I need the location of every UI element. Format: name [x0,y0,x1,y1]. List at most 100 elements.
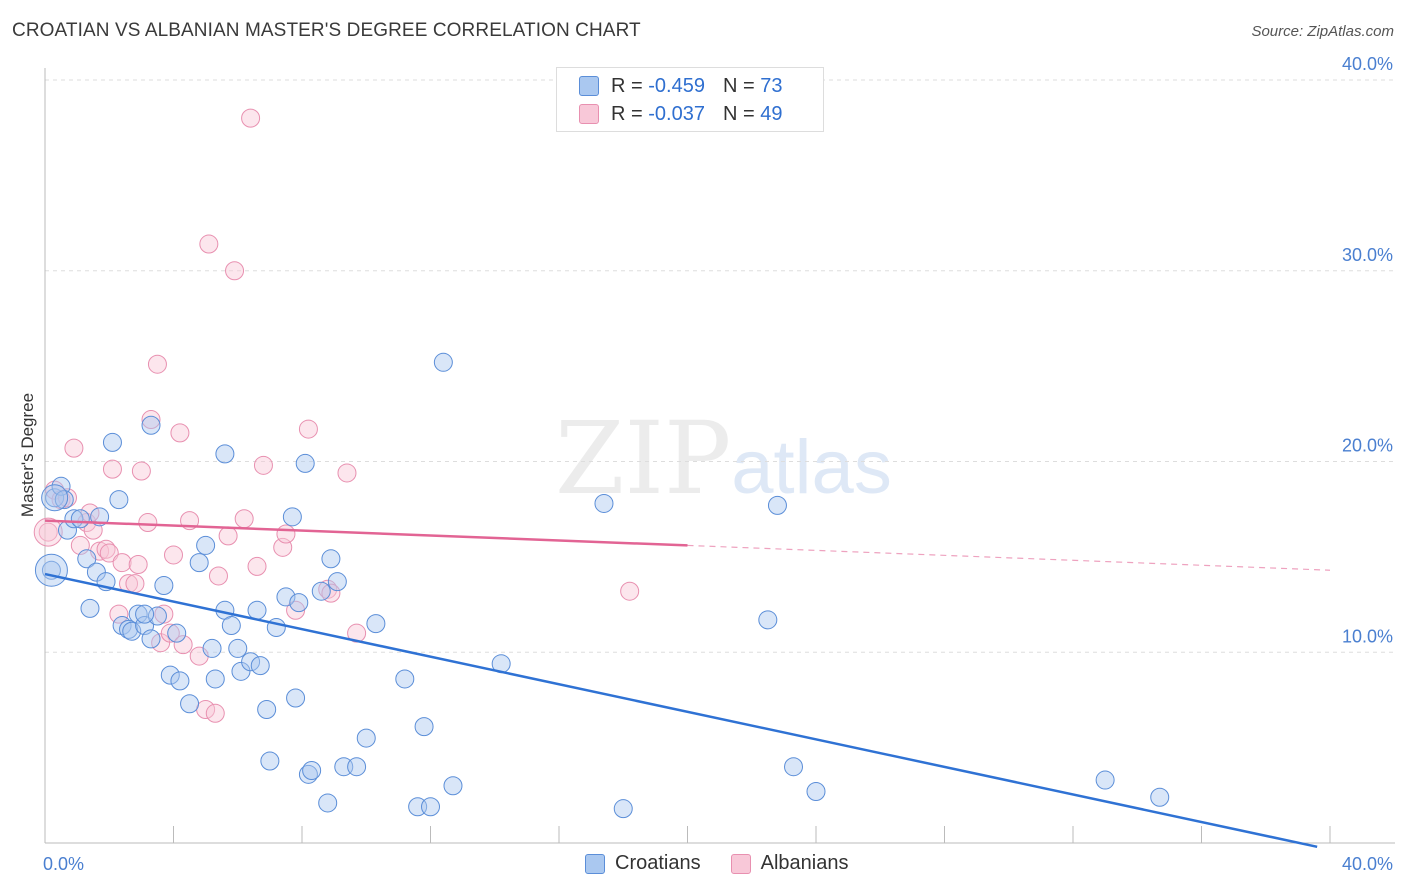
albanians-point [64,438,84,458]
albanians-point [164,545,183,565]
croatians-point [594,493,614,513]
croatians-point [433,352,453,372]
croatians-point [231,661,251,681]
albanians-point [208,566,228,586]
watermark-zip: ZIP [555,400,732,517]
source-label: Source: ZipAtlas.com [1251,23,1394,40]
albanians-point [128,555,148,575]
legend-swatch-croatians [585,853,605,874]
croatians-point [276,587,296,607]
croatians-point [247,600,267,620]
trend-lines [44,519,1331,849]
croatians-point [128,604,148,624]
albanians-point [337,463,357,483]
albanians-point [131,461,151,481]
croatians-point [189,553,209,573]
albanians-point [205,703,225,723]
croatians-point [443,776,463,796]
albanians-point [241,108,261,128]
albanians-point [286,600,306,620]
croatians-point [414,717,434,737]
albanians-point [99,543,119,563]
albanians-point [154,604,174,624]
stats-legend: R = -0.459 N = 73 R = -0.037 N = 49 [556,67,824,132]
croatians-point [318,793,338,813]
legend-row-croatians: R = -0.459 N = 73 [579,72,782,100]
albanians-trend-line [44,519,688,547]
albanians-point [318,579,338,599]
legend-n-value: 73 [760,74,783,97]
albanians-point [112,553,132,573]
albanians-point [147,354,167,374]
legend-n-label: N = [722,102,755,125]
croatians-point [86,562,106,582]
albanians-point [141,410,161,430]
legend-label-croatians: Croatians [615,852,701,874]
legend-r-value: -0.037 [648,102,705,125]
croatians-points [34,352,1170,819]
legend-n-label: N = [722,74,755,97]
croatians-point [311,581,331,601]
albanians-point [160,623,180,643]
series-legend: Croatians Albanians [585,852,878,875]
albanians-point [321,583,341,603]
croatians-point [289,593,309,613]
croatians-point [295,453,315,473]
albanians-point [138,513,158,533]
albanians-point-large [33,517,63,547]
albanians-point [225,261,245,281]
legend-swatch-albanians [579,104,599,124]
croatians-point [54,490,74,510]
croatians-point [221,616,241,636]
albanians-trend-line-extension [687,544,1331,571]
croatians-point-large [34,553,68,587]
croatians-point [282,507,302,527]
croatians-point [70,509,90,529]
croatians-point [241,652,261,672]
legend-row-albanians: R = -0.037 N = 49 [579,100,782,128]
croatians-point [64,509,84,529]
croatians-point [109,490,129,510]
albanians-point [234,509,254,529]
albanians-point [151,633,171,653]
croatians-point [298,764,318,784]
albanians-point [96,539,116,559]
croatians-point [180,694,200,714]
y-tick-label: 10.0% [1342,626,1393,646]
tick-labels: 10.0% 20.0% 30.0% 40.0% 0.0% 40.0% [43,54,1393,874]
croatians-point [205,669,225,689]
croatians-trend-line [44,572,1318,849]
albanians-point [276,524,296,544]
albanians-point [347,623,367,643]
x-tick-label: 40.0% [1342,854,1393,874]
croatians-point [321,549,341,569]
croatians-point [45,488,65,508]
croatians-point [196,535,216,555]
albanians-point [247,556,267,576]
croatians-point [77,549,97,569]
y-tick-label: 20.0% [1342,436,1393,456]
croatians-point [202,638,222,658]
croatians-point [141,415,161,435]
albanians-point [199,234,219,254]
y-tick-label: 40.0% [1342,54,1393,74]
legend-swatch-croatians [579,76,599,96]
axes [44,68,1395,844]
croatians-point-large [41,484,69,512]
y-tick-label: 30.0% [1342,245,1393,265]
croatians-point [257,699,277,719]
legend-n-value: 49 [760,102,783,125]
legend-item-croatians: Croatians [585,852,701,875]
croatians-point [286,688,306,708]
albanians-point [298,419,318,439]
croatians-point [135,604,155,624]
croatians-point [1095,770,1115,790]
croatians-point [758,610,778,630]
albanians-point [173,635,193,655]
grid-lines [45,79,1395,653]
chart-title: CROATIAN VS ALBANIAN MASTER'S DEGREE COR… [12,20,641,41]
croatians-point [767,495,787,515]
croatians-point [302,761,322,781]
croatians-point [421,797,440,817]
